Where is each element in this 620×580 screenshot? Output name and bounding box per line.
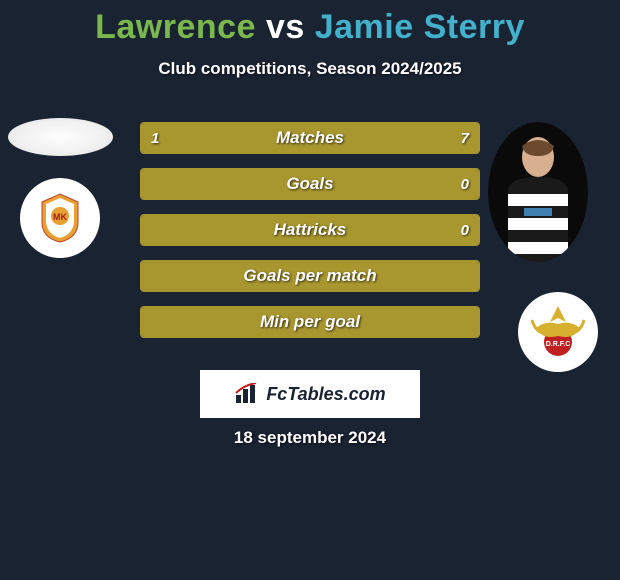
- player2-photo: [488, 122, 588, 262]
- stat-row: Min per goal: [140, 306, 480, 338]
- stat-row: Goals per match: [140, 260, 480, 292]
- stat-row: Goals0: [140, 168, 480, 200]
- stat-row: Hattricks0: [140, 214, 480, 246]
- stat-label: Hattricks: [141, 215, 479, 245]
- fctables-watermark: FcTables.com: [200, 370, 420, 418]
- stat-label: Matches: [141, 123, 479, 153]
- stat-value-right: 7: [461, 123, 469, 153]
- stat-value-right: 0: [461, 215, 469, 245]
- player1-photo: [8, 118, 113, 156]
- season-subtitle: Club competitions, Season 2024/2025: [0, 59, 620, 79]
- player1-name: Lawrence: [95, 8, 256, 46]
- svg-text:MK: MK: [53, 212, 67, 222]
- doncaster-badge-icon: D.R.F.C: [526, 300, 590, 364]
- snapshot-date: 18 september 2024: [0, 428, 620, 448]
- stat-label: Goals: [141, 169, 479, 199]
- player2-silhouette-icon: [488, 122, 588, 262]
- player1-club-badge: MK: [20, 178, 100, 258]
- stat-label: Goals per match: [141, 261, 479, 291]
- player2-club-badge: D.R.F.C: [518, 292, 598, 372]
- stat-value-right: 0: [461, 169, 469, 199]
- stat-label: Min per goal: [141, 307, 479, 337]
- stat-value-left: 1: [151, 123, 159, 153]
- stats-chart: Matches17Goals0Hattricks0Goals per match…: [140, 122, 480, 352]
- stat-row: Matches1 7: [140, 122, 480, 154]
- bars-icon: [234, 383, 262, 405]
- vs-text: vs: [266, 8, 305, 46]
- mk-dons-badge-icon: MK: [32, 190, 88, 246]
- player2-name: Jamie Sterry: [315, 8, 525, 46]
- svg-text:D.R.F.C: D.R.F.C: [546, 341, 571, 348]
- watermark-text: FcTables.com: [266, 384, 385, 405]
- comparison-title: Lawrence vs Jamie Sterry: [0, 0, 620, 47]
